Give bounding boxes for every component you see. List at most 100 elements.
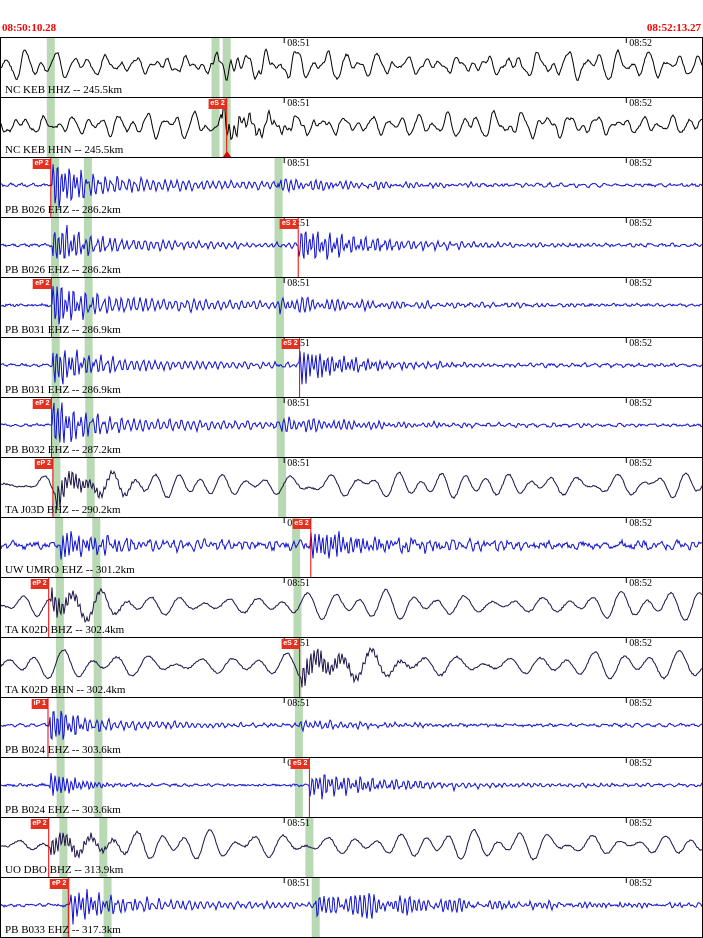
time-tick-label: 08:51 bbox=[287, 698, 310, 709]
waveform-trace bbox=[1, 224, 702, 260]
seismogram-svg bbox=[1, 818, 702, 877]
waveform-trace bbox=[1, 48, 702, 81]
phase-window-band bbox=[93, 638, 102, 697]
time-tick-label: 08:52 bbox=[629, 578, 653, 589]
phase-pick-flag[interactable]: eS 2 bbox=[281, 639, 300, 649]
phase-pick-flag[interactable]: eP 2 bbox=[32, 159, 51, 169]
station-channel-label: PB B024 EHZ -- 303.6km bbox=[5, 804, 121, 816]
phase-pick-flag[interactable]: eP 2 bbox=[34, 459, 53, 469]
waveform-trace bbox=[1, 587, 702, 623]
time-tick-label: 08:52 bbox=[629, 518, 653, 529]
phase-window-band bbox=[46, 98, 55, 157]
phase-window-band bbox=[51, 158, 59, 217]
time-tick-label: 08:52 bbox=[629, 638, 653, 649]
phase-pick-flag[interactable]: eP 2 bbox=[33, 399, 52, 409]
seismogram-svg bbox=[1, 578, 702, 637]
phase-pick-flag[interactable]: eS 2 bbox=[291, 759, 310, 769]
waveform-trace bbox=[1, 349, 702, 385]
station-channel-label: UO DBO BHZ -- 313.9km bbox=[5, 864, 124, 876]
time-tick-label: 08:52 bbox=[629, 818, 653, 829]
phase-window-band bbox=[51, 278, 60, 337]
time-tick-label: 08:51 bbox=[287, 578, 310, 589]
seismogram-svg bbox=[1, 878, 702, 937]
station-channel-label: PB B032 EHZ -- 287.2km bbox=[5, 444, 121, 456]
time-tick-label: 08:52 bbox=[629, 38, 653, 49]
time-tick-label: 08:51 bbox=[287, 458, 310, 469]
time-tick-label: 08:52 bbox=[629, 758, 653, 769]
waveform-trace bbox=[1, 286, 702, 325]
time-tick-label: 08:51 bbox=[287, 98, 310, 109]
phase-window-band bbox=[222, 38, 231, 97]
phase-window-band bbox=[311, 878, 320, 937]
phase-window-band bbox=[93, 578, 102, 637]
phase-pick-flag[interactable]: eS 2 bbox=[279, 219, 299, 229]
station-channel-label: PB B031 EHZ -- 286.9km bbox=[5, 384, 121, 396]
phase-window-band bbox=[51, 218, 59, 277]
trace-panel-4[interactable]: 08:51 08:52 eS 2 PB B026 EHZ -- 286.2km bbox=[1, 217, 702, 277]
time-tick-label: 08:52 bbox=[629, 698, 653, 709]
phase-window-band bbox=[84, 278, 93, 337]
waveform-trace bbox=[1, 402, 702, 443]
waveform-trace bbox=[1, 710, 702, 741]
trace-panel-2[interactable]: 08:51 08:52 eS 2 NC KEB HHN -- 245.5km bbox=[1, 97, 702, 157]
phase-pick-flag[interactable]: eS 2 bbox=[208, 99, 227, 109]
phase-window-band bbox=[274, 158, 283, 217]
time-tick-label: 08:51 bbox=[287, 38, 310, 49]
time-tick-label: 08:52 bbox=[629, 878, 653, 889]
trace-panel-5[interactable]: 08:51 08:52 eP 2 PB B031 EHZ -- 286.9km bbox=[1, 277, 702, 337]
station-channel-label: NC KEB HHN -- 245.5km bbox=[5, 144, 124, 156]
phase-window-band bbox=[294, 698, 303, 757]
phase-window-band bbox=[59, 818, 68, 877]
seismogram-svg bbox=[1, 518, 702, 577]
phase-pick-flag[interactable]: eP 2 bbox=[30, 579, 49, 589]
waveform-trace bbox=[1, 100, 702, 141]
time-tick-label: 08:52 bbox=[629, 278, 653, 289]
phase-window-band bbox=[294, 758, 303, 817]
station-channel-label: PB B026 EHZ -- 286.2km bbox=[5, 264, 121, 276]
trace-panels-container: 08:51 08:52 NC KEB HHZ -- 245.5km 08:51 08:5… bbox=[0, 37, 703, 938]
trace-panel-14[interactable]: 08:51 08:52 eP 2 UO DBO BHZ -- 313.9km bbox=[1, 817, 702, 877]
time-tick-label: 08:52 bbox=[629, 98, 653, 109]
pick-triangle-marker bbox=[222, 151, 231, 157]
header-bar: 60597532 UW Sep 23, 2013 08:49:42.97 44.… bbox=[0, 0, 703, 21]
phase-window-band bbox=[46, 38, 55, 97]
seismogram-svg bbox=[1, 98, 702, 157]
trace-panel-10[interactable]: 08:51 08:52 eP 2 TA K02D BHZ -- 302.4km bbox=[1, 577, 702, 637]
trace-panel-3[interactable]: 08:51 08:52 eP 2 PB B026 EHZ -- 286.2km bbox=[1, 157, 702, 217]
phase-window-band bbox=[94, 758, 103, 817]
window-start-time: 08:50:10.28 bbox=[2, 22, 57, 34]
window-end-time: 08:52:13.27 bbox=[646, 22, 701, 34]
phase-window-band bbox=[55, 518, 64, 577]
waveform-trace bbox=[1, 531, 702, 560]
trace-panel-1[interactable]: 08:51 08:52 NC KEB HHZ -- 245.5km bbox=[1, 38, 702, 97]
seismogram-svg bbox=[1, 38, 702, 97]
phase-pick-flag[interactable]: eP 2 bbox=[50, 879, 69, 889]
phase-pick-flag[interactable]: eS 2 bbox=[292, 519, 311, 529]
trace-panel-15[interactable]: 08:51 08:52 eP 2 PB B033 EHZ -- 317.3km bbox=[1, 877, 702, 937]
station-channel-label: NC KEB HHZ -- 245.5km bbox=[5, 84, 123, 96]
phase-window-band bbox=[211, 38, 220, 97]
trace-panel-12[interactable]: 08:51 08:52 iP 1 PB B024 EHZ -- 303.6km bbox=[1, 697, 702, 757]
phase-window-band bbox=[55, 638, 64, 697]
phase-pick-flag[interactable]: eS 2 bbox=[281, 339, 300, 349]
phase-pick-flag[interactable]: eP 2 bbox=[30, 819, 49, 829]
time-tick-label: 08:52 bbox=[629, 398, 653, 409]
time-tick-label: 08:51 bbox=[287, 278, 310, 289]
phase-pick-flag[interactable]: eP 2 bbox=[33, 279, 52, 289]
phase-window-band bbox=[276, 278, 284, 337]
time-tick-label: 08:51 bbox=[287, 878, 310, 889]
trace-panel-7[interactable]: 08:51 08:52 eP 2 PB B032 EHZ -- 287.2km bbox=[1, 397, 702, 457]
phase-window-band bbox=[52, 458, 61, 517]
phase-window-band bbox=[62, 878, 71, 937]
phase-window-band bbox=[84, 338, 93, 397]
time-tick-label: 08:52 bbox=[629, 458, 653, 469]
time-range-row: 08:50:10.28 08:52:13.27 bbox=[0, 21, 703, 37]
phase-pick-flag[interactable]: iP 1 bbox=[31, 699, 48, 709]
phase-window-band bbox=[276, 338, 284, 397]
waveform-trace bbox=[1, 889, 702, 925]
trace-panel-8[interactable]: 08:51 08:52 eP 2 TA J03D BHZ -- 290.2km bbox=[1, 457, 702, 517]
